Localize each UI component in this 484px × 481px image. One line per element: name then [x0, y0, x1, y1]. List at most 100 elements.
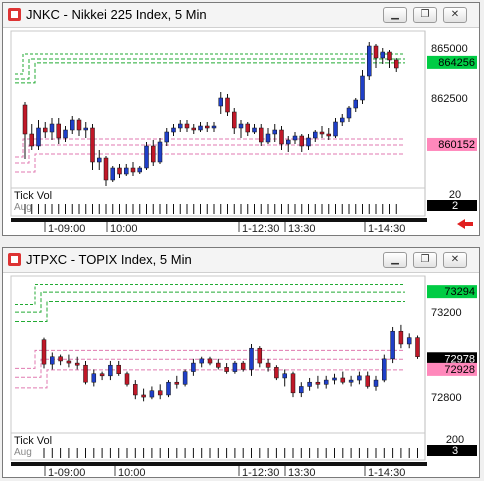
window-title: JTPXC - TOPIX Index, 5 Min	[26, 252, 192, 267]
bullish-candle	[340, 117, 345, 123]
bearish-candle	[279, 129, 284, 145]
bearish-candle	[340, 377, 346, 383]
bullish-candle	[218, 97, 223, 107]
bullish-candle	[164, 131, 169, 143]
bullish-candle	[124, 167, 129, 175]
bullish-candle	[292, 135, 298, 141]
bearish-candle	[265, 362, 271, 368]
bearish-candle	[205, 125, 210, 129]
price-tick-label: 73200	[431, 307, 462, 319]
bullish-candle	[49, 123, 55, 133]
bearish-candle	[299, 135, 304, 147]
bearish-candle	[274, 367, 279, 379]
bearish-candle	[373, 45, 379, 59]
bearish-candle	[245, 123, 250, 133]
bullish-candle	[348, 379, 354, 383]
bearish-candle	[124, 373, 130, 385]
support-level-line	[15, 138, 405, 158]
bullish-candle	[50, 356, 55, 365]
bullish-candle	[199, 358, 204, 364]
volume-badge	[427, 200, 477, 211]
restore-button[interactable]: ❐	[413, 7, 437, 23]
resistance-level-line	[15, 62, 405, 84]
bearish-candle	[103, 157, 109, 181]
bullish-candle	[63, 129, 68, 139]
close-button[interactable]: ✕	[443, 7, 467, 23]
bearish-candle	[83, 364, 88, 383]
bearish-candle	[290, 373, 296, 394]
price-tick-label: 865000	[431, 43, 468, 55]
price-badge-label: 860152	[438, 139, 475, 151]
bearish-candle	[116, 364, 121, 374]
price-badge	[427, 55, 477, 69]
bullish-candle	[406, 337, 412, 345]
volume-badge	[427, 445, 477, 456]
bearish-candle	[184, 123, 190, 129]
volume-badge-label: 3	[452, 445, 458, 457]
bearish-candle	[43, 127, 48, 133]
volume-tick-label: 200	[446, 434, 464, 446]
bullish-candle	[382, 358, 387, 381]
bullish-candle	[380, 51, 385, 59]
price-tick-label: 72800	[431, 392, 462, 404]
bullish-candle	[299, 386, 304, 394]
price-badge-label: 72978	[444, 353, 475, 365]
bullish-candle	[137, 167, 142, 173]
volume-tick-label: 20	[449, 189, 461, 201]
bullish-candle	[333, 121, 338, 137]
bearish-candle	[74, 362, 80, 366]
time-tick-label: 1-09:00	[48, 467, 85, 477]
bullish-candle	[313, 131, 318, 139]
bullish-candle	[373, 379, 379, 387]
window-title: JNKC - Nikkei 225 Index, 5 Min	[26, 7, 207, 22]
price-badge-label: 73294	[444, 286, 475, 298]
bullish-candle	[265, 133, 271, 143]
bullish-candle	[149, 390, 155, 398]
bullish-candle	[36, 127, 41, 147]
time-tick-label: 13:30	[288, 223, 316, 235]
time-tick-label: 1-14:30	[368, 467, 405, 477]
bullish-candle	[157, 141, 163, 163]
bearish-candle	[76, 119, 82, 131]
window-titlebar[interactable]: JTPXC - TOPIX Index, 5 Min ▁ ❐ ✕	[3, 248, 479, 273]
bearish-candle	[240, 362, 246, 370]
bearish-candle	[259, 127, 264, 143]
resistance-level-line	[15, 53, 405, 75]
bearish-candle	[257, 347, 263, 364]
minimize-button[interactable]: ▁	[383, 7, 407, 23]
bullish-candle	[286, 139, 291, 145]
bearish-candle	[394, 59, 399, 69]
volume-title: Tick Vol	[14, 435, 52, 447]
bullish-candle	[232, 362, 238, 372]
bullish-candle	[171, 127, 176, 133]
bullish-candle	[211, 125, 217, 129]
close-button[interactable]: ✕	[443, 252, 467, 268]
bearish-candle	[56, 123, 61, 139]
bullish-candle	[360, 75, 365, 101]
price-badge	[427, 285, 477, 299]
price-badge	[427, 137, 477, 151]
bullish-candle	[238, 123, 244, 129]
bearish-candle	[387, 51, 392, 61]
time-axis-bar	[11, 218, 427, 222]
app-icon	[8, 8, 21, 21]
bullish-candle	[390, 330, 395, 360]
minimize-button[interactable]: ▁	[383, 252, 407, 268]
bearish-candle	[415, 337, 420, 357]
bearish-candle	[365, 375, 370, 387]
restore-button[interactable]: ❐	[413, 252, 437, 268]
resistance-level-line	[15, 291, 405, 313]
bearish-candle	[66, 360, 72, 364]
time-tick-label: 1-12:30	[242, 467, 279, 477]
bullish-candle	[353, 99, 358, 109]
time-tick-label: 10:00	[118, 467, 146, 477]
bearish-candle	[130, 167, 136, 173]
window-titlebar[interactable]: JNKC - Nikkei 225 Index, 5 Min ▁ ❐ ✕	[3, 3, 479, 28]
bearish-candle	[58, 356, 63, 362]
bullish-candle	[252, 127, 257, 133]
bearish-candle	[29, 133, 34, 147]
bearish-candle	[398, 330, 404, 345]
bullish-candle	[144, 145, 149, 169]
